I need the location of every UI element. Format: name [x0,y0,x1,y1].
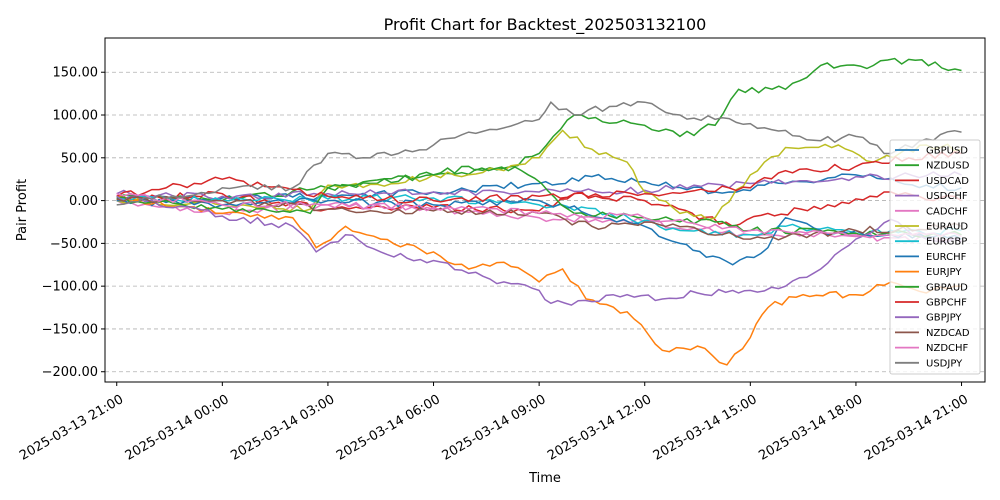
series-line-usdjpy [116,100,962,206]
y-axis-title: Pair Profit [15,179,30,241]
legend-label: NZDCHF [926,343,969,354]
legend-label: USDJPY [926,358,963,369]
legend-label: EURCHF [926,252,967,263]
legend-label: EURGBP [926,237,967,248]
legend-label: USDCHF [926,191,968,202]
y-tick-label: −100.00 [42,280,98,295]
y-axis: −200.00 −150.00 −100.00 −50.00 0.00 50.00 100.… [42,66,105,380]
legend-box [889,139,981,375]
legend-label: GBPJPY [926,313,962,324]
legend-label: EURAUD [926,222,968,233]
x-axis-title: Time [528,471,561,486]
series-line-usdchf [116,171,962,201]
series-line-gbpjpy [116,195,962,306]
series-line-nzdchf [116,192,962,239]
series-line-nzdusd [116,57,962,204]
series-line-eurjpy [116,195,962,366]
series-line-euraud [116,129,962,221]
legend-label: NZDCAD [926,328,970,339]
legend-label: EURJPY [926,267,962,278]
legend-label: NZDUSD [926,161,970,172]
legend-label: GBPAUD [926,282,968,293]
legend: GBPUSD NZDUSD USDCAD USDCHF CADCHF EURAUD EURG… [889,139,981,375]
y-tick-label: 50.00 [61,151,98,166]
legend-label: GBPUSD [926,146,968,157]
legend-label: CADCHF [926,206,968,217]
plot-frame [104,37,986,383]
series-line-eurgbp [116,194,962,239]
y-tick-label: −150.00 [42,322,98,337]
series-line-gbpchf [116,150,962,204]
y-tick-label: 100.00 [53,109,99,124]
y-tick-label: −50.00 [50,237,98,252]
y-tick-label: 0.00 [69,194,98,209]
legend-label: USDCAD [926,176,969,187]
legend-label: GBPCHF [926,298,967,309]
series-line-eurchf [116,197,962,266]
series-lines [116,57,962,366]
chart-title: Profit Chart for Backtest_202503132100 [384,15,707,35]
series-line-usdcad [116,190,962,228]
y-tick-label: −200.00 [42,365,98,380]
y-tick-label: 150.00 [53,66,99,81]
